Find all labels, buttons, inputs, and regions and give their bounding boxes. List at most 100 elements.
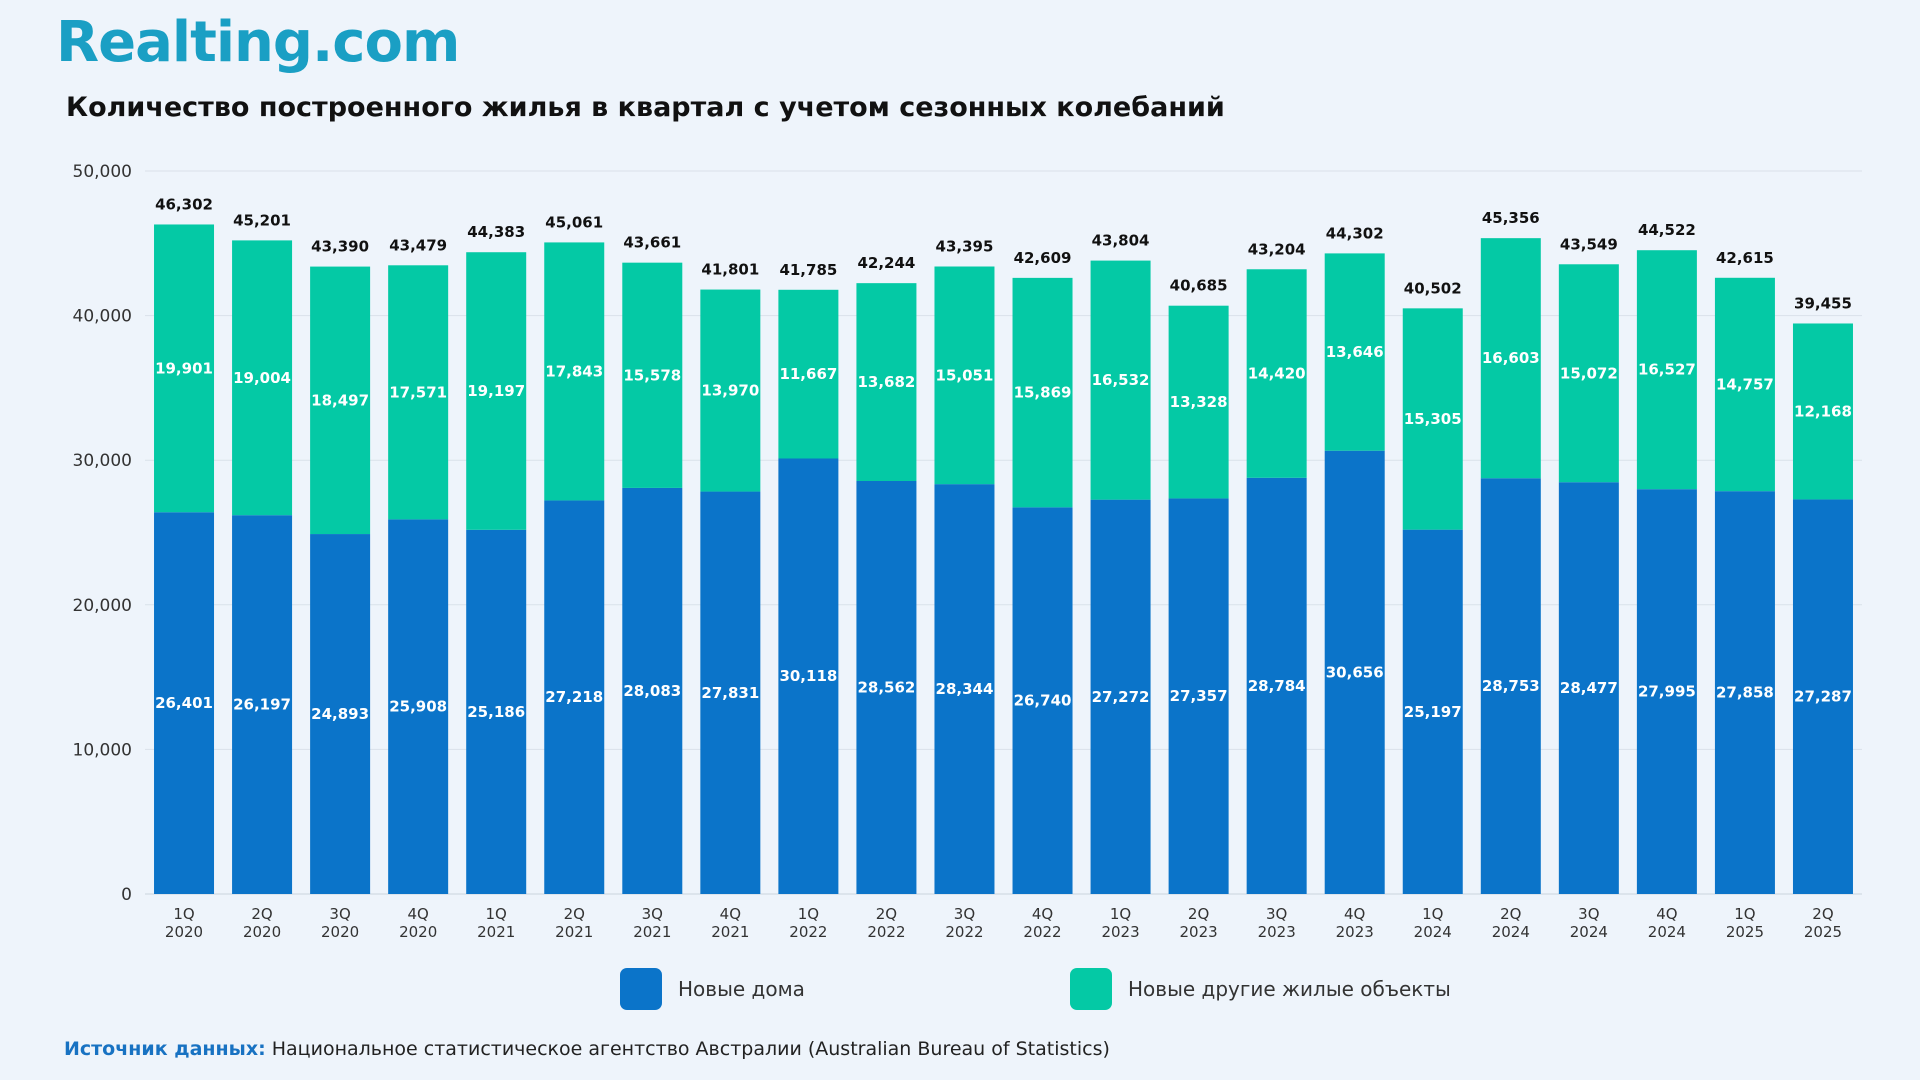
x-tick-label-year: 2021 <box>633 923 671 941</box>
x-tick-label-quarter: 1Q <box>486 905 507 923</box>
data-label-other-dwellings: 12,168 <box>1794 402 1852 420</box>
data-label-new-houses: 28,784 <box>1248 677 1306 695</box>
data-label-new-houses: 27,272 <box>1092 688 1150 706</box>
bar-other-dwellings <box>310 266 371 535</box>
data-label-other-dwellings: 18,497 <box>311 391 369 409</box>
data-label-new-houses: 30,118 <box>779 667 837 685</box>
brand-logo: Realting.com <box>56 10 460 75</box>
y-tick-label: 40,000 <box>73 307 132 327</box>
bar-new-houses <box>1324 450 1385 894</box>
total-label: 43,395 <box>936 238 994 256</box>
bar-other-dwellings <box>1480 238 1541 479</box>
y-tick-label: 50,000 <box>73 162 132 182</box>
bar-other-dwellings <box>466 252 527 530</box>
bar-new-houses <box>1558 482 1619 894</box>
x-tick-label-year: 2024 <box>1648 923 1686 941</box>
x-tick-label-quarter: 3Q <box>1578 905 1599 923</box>
data-label-other-dwellings: 19,901 <box>155 359 213 377</box>
x-tick-label-quarter: 4Q <box>407 905 428 923</box>
bar-other-dwellings <box>1792 323 1853 500</box>
total-label: 45,061 <box>545 213 603 231</box>
data-label-other-dwellings: 13,970 <box>701 382 759 400</box>
x-tick-label-quarter: 4Q <box>720 905 741 923</box>
bar-new-houses <box>1246 477 1307 894</box>
data-label-new-houses: 25,197 <box>1404 703 1462 721</box>
bar-other-dwellings <box>1168 305 1229 499</box>
data-label-new-houses: 28,477 <box>1560 679 1618 697</box>
chart-title: Количество построенного жилья в квартал … <box>66 92 1225 123</box>
bar-other-dwellings <box>1636 250 1697 490</box>
bar-new-houses <box>1792 499 1853 894</box>
data-label-new-houses: 28,083 <box>623 682 681 700</box>
bar-other-dwellings <box>388 265 449 520</box>
data-label-new-houses: 28,753 <box>1482 677 1540 695</box>
bar-new-houses <box>1012 507 1073 894</box>
x-tick-label-quarter: 2Q <box>876 905 897 923</box>
x-tick-label-year: 2025 <box>1804 923 1842 941</box>
total-label: 42,615 <box>1716 249 1774 267</box>
data-label-new-houses: 27,831 <box>701 684 759 702</box>
bar-new-houses <box>1636 489 1697 894</box>
data-label-new-houses: 26,401 <box>155 694 213 712</box>
data-label-new-houses: 26,740 <box>1014 692 1072 710</box>
source-label: Источник данных: <box>64 1038 266 1060</box>
x-tick-label-quarter: 2Q <box>251 905 272 923</box>
bar-other-dwellings <box>700 289 761 492</box>
data-label-new-houses: 25,908 <box>389 698 447 716</box>
bar-other-dwellings <box>1558 264 1619 483</box>
total-label: 44,302 <box>1326 224 1384 242</box>
data-label-other-dwellings: 16,527 <box>1638 361 1696 379</box>
total-label: 45,201 <box>233 211 291 229</box>
x-tick-label-year: 2020 <box>243 923 281 941</box>
bar-new-houses <box>1714 491 1775 894</box>
data-label-other-dwellings: 15,578 <box>623 366 681 384</box>
data-label-new-houses: 27,858 <box>1716 684 1774 702</box>
x-tick-label-year: 2024 <box>1492 923 1530 941</box>
data-label-other-dwellings: 13,328 <box>1170 393 1228 411</box>
x-tick-label-year: 2022 <box>945 923 983 941</box>
data-label-other-dwellings: 17,571 <box>389 383 447 401</box>
bar-new-houses <box>700 491 761 894</box>
x-tick-label-year: 2025 <box>1726 923 1764 941</box>
bar-other-dwellings <box>934 266 995 485</box>
x-tick-label-year: 2023 <box>1258 923 1296 941</box>
x-tick-label-year: 2024 <box>1414 923 1452 941</box>
total-label: 43,479 <box>389 236 447 254</box>
x-tick-label-quarter: 3Q <box>642 905 663 923</box>
total-label: 42,609 <box>1014 249 1072 267</box>
legend-swatch-other-dwellings <box>1070 968 1112 1010</box>
data-label-new-houses: 24,893 <box>311 705 369 723</box>
x-tick-label-year: 2023 <box>1101 923 1139 941</box>
x-tick-label-quarter: 3Q <box>329 905 350 923</box>
y-tick-label: 0 <box>121 885 132 905</box>
bar-other-dwellings <box>1714 277 1775 492</box>
legend-swatch-new-houses <box>620 968 662 1010</box>
bar-other-dwellings <box>622 262 683 488</box>
data-label-other-dwellings: 19,004 <box>233 369 291 387</box>
chart-legend: Новые дома Новые другие жилые объекты <box>0 968 1920 1016</box>
bar-other-dwellings <box>232 240 293 516</box>
x-tick-label-year: 2023 <box>1336 923 1374 941</box>
total-label: 46,302 <box>155 195 213 213</box>
total-label: 39,455 <box>1794 294 1852 312</box>
bar-new-houses <box>934 484 995 894</box>
bar-new-houses <box>1480 478 1541 894</box>
data-label-new-houses: 25,186 <box>467 703 525 721</box>
x-tick-label-quarter: 2Q <box>564 905 585 923</box>
data-label-new-houses: 26,197 <box>233 696 291 714</box>
bar-new-houses <box>622 487 683 894</box>
bar-other-dwellings <box>778 289 839 459</box>
data-label-new-houses: 28,562 <box>857 678 915 696</box>
total-label: 43,661 <box>623 234 681 252</box>
x-tick-label-quarter: 4Q <box>1656 905 1677 923</box>
x-tick-label-year: 2022 <box>867 923 905 941</box>
bar-new-houses <box>388 519 449 894</box>
total-label: 40,502 <box>1404 279 1462 297</box>
bar-new-houses <box>154 512 215 894</box>
data-label-other-dwellings: 11,667 <box>779 365 837 383</box>
total-label: 41,785 <box>779 261 837 279</box>
x-tick-label-year: 2020 <box>399 923 437 941</box>
total-label: 43,390 <box>311 238 369 256</box>
x-tick-label-quarter: 1Q <box>798 905 819 923</box>
x-tick-label-year: 2021 <box>711 923 749 941</box>
